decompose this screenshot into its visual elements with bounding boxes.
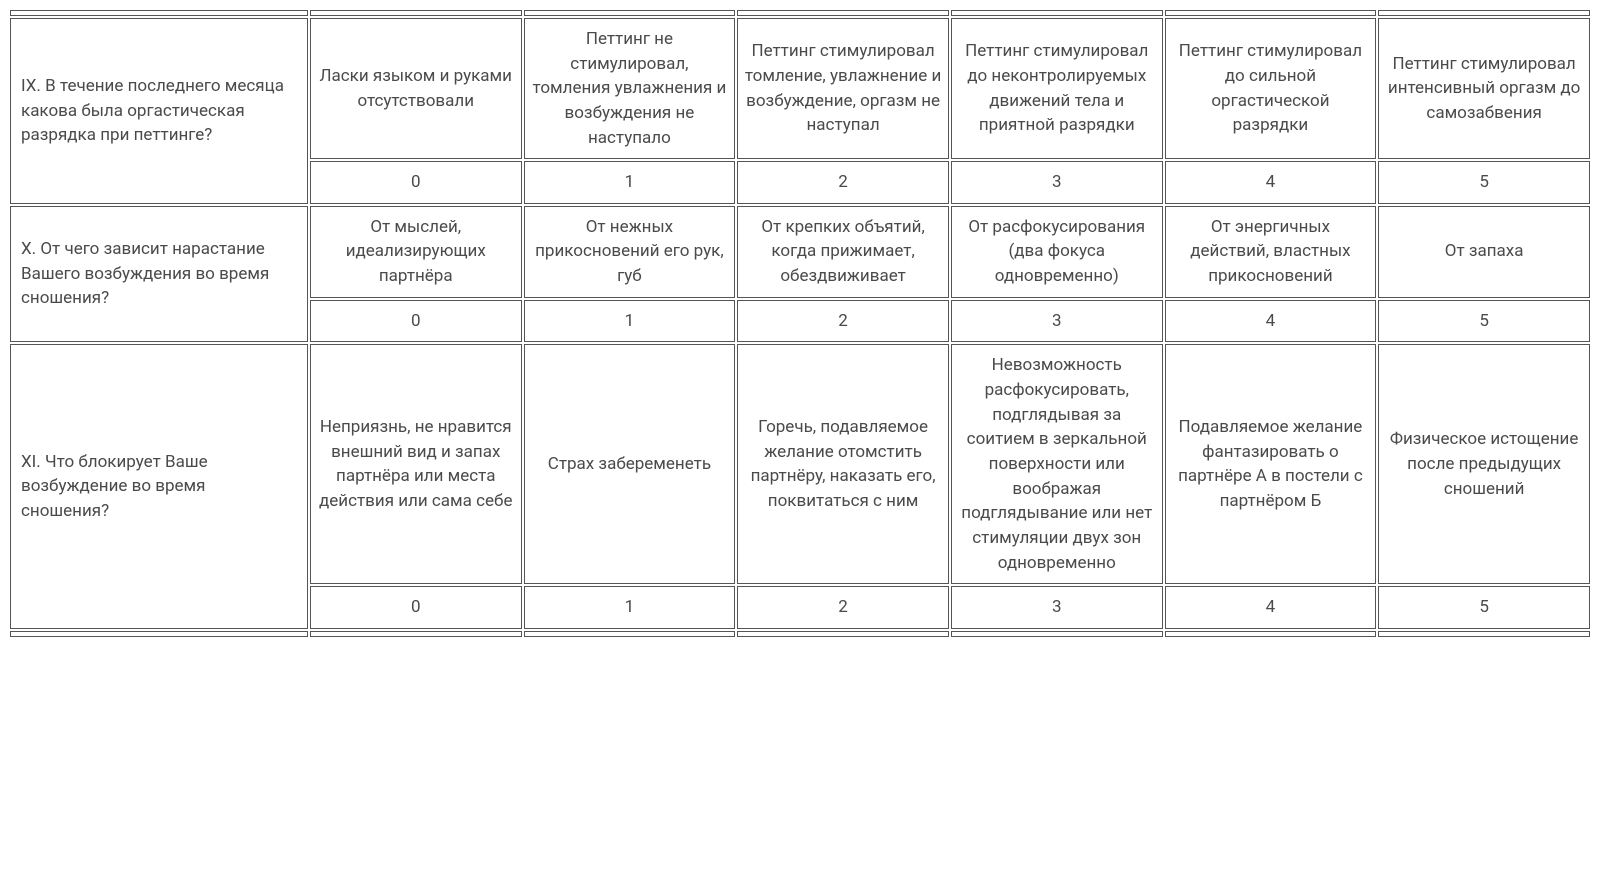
score-cell: 1 — [524, 161, 736, 204]
answer-cell: От крепких объятий, когда прижимает, обе… — [737, 206, 949, 298]
questionnaire-table: IX. В течение последнего месяца какова б… — [8, 8, 1592, 639]
table-row: IX. В течение последнего месяца какова б… — [10, 18, 1590, 159]
score-cell: 0 — [310, 586, 522, 629]
score-cell: 5 — [1378, 161, 1590, 204]
answer-cell: Горечь, подавляемое желание отомстить па… — [737, 344, 949, 584]
answer-cell: Неприязнь, не нравится внешний вид и зап… — [310, 344, 522, 584]
spacer-cell — [951, 10, 1163, 16]
question-cell: IX. В течение последнего месяца какова б… — [10, 18, 308, 204]
spacer-cell — [310, 631, 522, 637]
answer-cell: Петтинг стимулировал до сильной оргастич… — [1165, 18, 1377, 159]
spacer-cell — [737, 631, 949, 637]
spacer-cell — [737, 10, 949, 16]
spacer-cell — [1165, 10, 1377, 16]
score-cell: 3 — [951, 586, 1163, 629]
answer-cell: Страх забеременеть — [524, 344, 736, 584]
score-cell: 4 — [1165, 586, 1377, 629]
answer-cell: От запаха — [1378, 206, 1590, 298]
spacer-cell — [1378, 631, 1590, 637]
answer-cell: От нежных прикосновений его рук, губ — [524, 206, 736, 298]
score-cell: 2 — [737, 161, 949, 204]
answer-cell: Петтинг стимулировал интенсивный оргазм … — [1378, 18, 1590, 159]
score-cell: 1 — [524, 300, 736, 343]
score-cell: 1 — [524, 586, 736, 629]
table-row: X. От чего зависит нарастание Вашего воз… — [10, 206, 1590, 298]
answer-cell: Петтинг не стимулировал, томления увлажн… — [524, 18, 736, 159]
score-cell: 2 — [737, 300, 949, 343]
score-cell: 3 — [951, 161, 1163, 204]
spacer-cell — [310, 10, 522, 16]
score-cell: 4 — [1165, 161, 1377, 204]
spacer-cell — [951, 631, 1163, 637]
answer-cell: Невозможность расфокусировать, подглядыв… — [951, 344, 1163, 584]
answer-cell: Петтинг стимулировал томление, увлажнени… — [737, 18, 949, 159]
score-cell: 5 — [1378, 586, 1590, 629]
score-cell: 2 — [737, 586, 949, 629]
answer-cell: Физическое истощение после предыдущих сн… — [1378, 344, 1590, 584]
spacer-cell — [524, 631, 736, 637]
spacer-cell — [1165, 631, 1377, 637]
score-cell: 0 — [310, 300, 522, 343]
question-cell: X. От чего зависит нарастание Вашего воз… — [10, 206, 308, 343]
table-row: XI. Что блокирует Ваше возбуждение во вр… — [10, 344, 1590, 584]
answer-cell: Петтинг стимулировал до неконтролируемых… — [951, 18, 1163, 159]
score-cell: 5 — [1378, 300, 1590, 343]
answer-cell: Подавляемое желание фантазировать о парт… — [1165, 344, 1377, 584]
answer-cell: От расфокусирования (два фокуса одноврем… — [951, 206, 1163, 298]
answer-cell: Ласки языком и руками отсутствовали — [310, 18, 522, 159]
score-cell: 4 — [1165, 300, 1377, 343]
score-cell: 0 — [310, 161, 522, 204]
score-cell: 3 — [951, 300, 1163, 343]
answer-cell: От мыслей, идеализирующих партнёра — [310, 206, 522, 298]
spacer-cell — [10, 10, 308, 16]
answer-cell: От энергичных действий, властных прикосн… — [1165, 206, 1377, 298]
question-cell: XI. Что блокирует Ваше возбуждение во вр… — [10, 344, 308, 628]
spacer-cell — [1378, 10, 1590, 16]
spacer-cell — [10, 631, 308, 637]
spacer-cell — [524, 10, 736, 16]
